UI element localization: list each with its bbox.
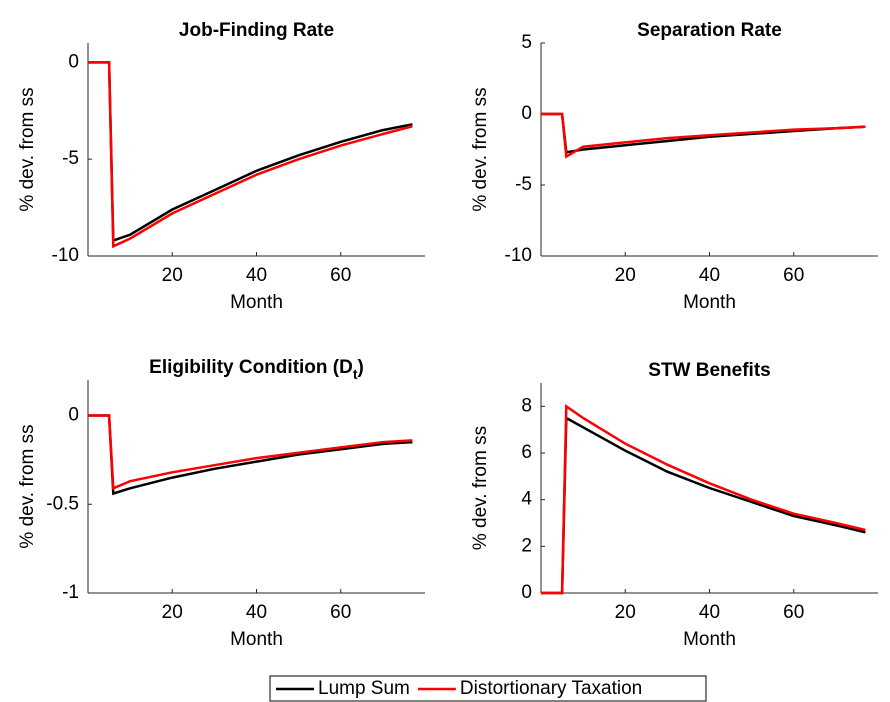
- y-tick-label: -5: [62, 148, 79, 169]
- x-tick-label: 40: [246, 602, 267, 623]
- y-tick-label: 6: [521, 442, 532, 463]
- x-tick-label: 20: [162, 265, 183, 286]
- y-axis-label: % dev. from ss: [17, 424, 38, 548]
- x-axis-label: Month: [230, 292, 283, 313]
- x-axis-label: Month: [230, 629, 283, 650]
- chart-title: Job-Finding Rate: [179, 20, 334, 41]
- title-text: Separation Rate: [637, 20, 782, 41]
- y-tick-label: 0: [68, 51, 79, 72]
- legend-label: Lump Sum: [318, 678, 410, 699]
- y-tick-label: -10: [505, 245, 532, 266]
- x-tick-label: 60: [330, 265, 351, 286]
- y-axis-label: % dev. from ss: [17, 87, 38, 211]
- x-tick-label: 60: [330, 602, 351, 623]
- y-tick-label: -1: [62, 582, 79, 603]
- x-tick-label: 40: [699, 265, 720, 286]
- series-line: [88, 61, 413, 249]
- title-subscript: t: [353, 366, 358, 382]
- x-tick-label: 20: [162, 602, 183, 623]
- series-line: [541, 415, 866, 595]
- legend: Lump Sum Distortionary Taxation: [269, 675, 707, 702]
- series-line: [541, 112, 866, 159]
- y-tick-label: 0: [521, 103, 532, 124]
- series-line: [88, 414, 413, 491]
- y-tick-label: -5: [515, 174, 532, 195]
- chart-title: STW Benefits: [648, 360, 770, 381]
- x-axis-label: Month: [683, 629, 736, 650]
- y-axis-label: % dev. from ss: [470, 426, 491, 550]
- y-tick-label: 0: [521, 582, 532, 603]
- series-line: [88, 414, 413, 496]
- title-text: Job-Finding Rate: [179, 20, 334, 41]
- y-axis-label: % dev. from ss: [470, 87, 491, 211]
- x-tick-label: 20: [615, 265, 636, 286]
- series-line: [541, 403, 866, 595]
- y-tick-label: 4: [521, 489, 532, 510]
- legend-label: Distortionary Taxation: [460, 678, 642, 699]
- y-tick-label: 0: [68, 405, 79, 426]
- x-tick-label: 40: [699, 602, 720, 623]
- title-text: STW Benefits: [648, 360, 770, 381]
- x-tick-label: 40: [246, 265, 267, 286]
- series-line: [88, 61, 413, 243]
- y-tick-label: 8: [521, 395, 532, 416]
- y-tick-label: 2: [521, 535, 532, 556]
- x-tick-label: 60: [783, 602, 804, 623]
- x-tick-label: 20: [615, 602, 636, 623]
- title-suffix: ): [358, 357, 364, 378]
- x-axis-label: Month: [683, 292, 736, 313]
- chart-title: Eligibility Condition (Dt): [149, 357, 364, 382]
- y-tick-label: 5: [521, 32, 532, 53]
- y-tick-label: -0.5: [46, 493, 79, 514]
- title-text: Eligibility Condition (D: [149, 357, 353, 378]
- y-tick-label: -10: [52, 245, 79, 266]
- legend-box: [269, 675, 707, 702]
- chart-title: Separation Rate: [637, 20, 782, 41]
- x-tick-label: 60: [783, 265, 804, 286]
